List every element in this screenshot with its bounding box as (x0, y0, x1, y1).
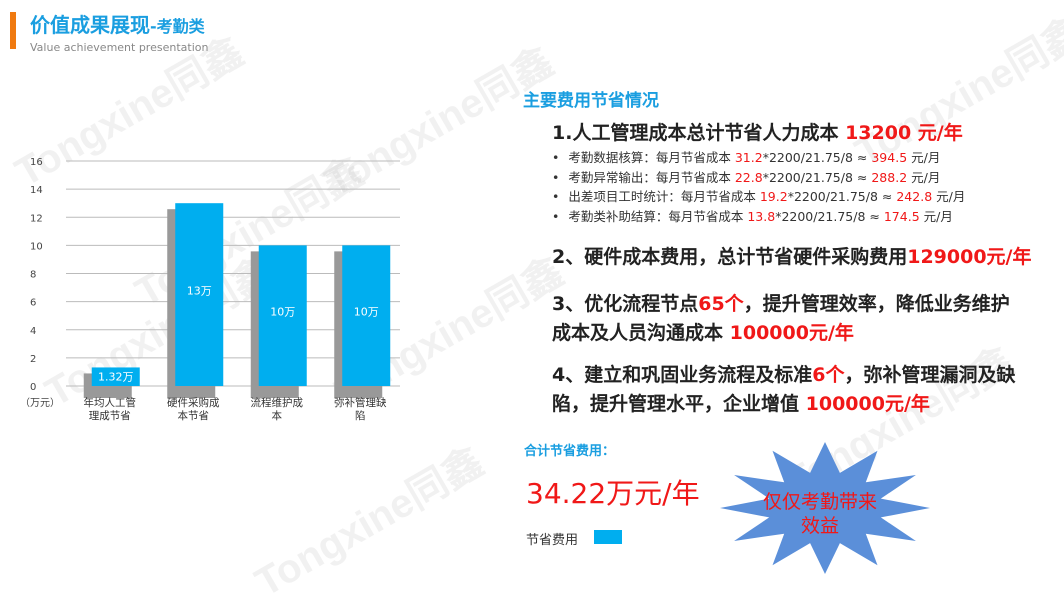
total-label: 合计节省费用： (524, 444, 616, 459)
bar (342, 245, 391, 386)
bullet-label: 考勤数据核算：每月节省成本 (568, 150, 735, 165)
x-tick-label: 弥补管理缺 (334, 396, 387, 409)
x-tick-label: 理成节省 (89, 409, 131, 422)
starburst-shape (720, 442, 930, 574)
y-tick-label: 12 (30, 213, 43, 224)
section-title: 主要费用节省情况 (523, 91, 659, 111)
data-label: 1.32万 (98, 370, 134, 383)
data-label: 10万 (270, 306, 295, 319)
watermark: Tongxine同鑫 (248, 439, 491, 606)
item-4: 4、建立和巩固业务流程及标准6个，弥补管理漏洞及缺陷，提升管理水平，企业增值 1… (552, 361, 1032, 419)
item-2-text: 2、硬件成本费用，总计节省硬件采购费用 (552, 246, 908, 268)
x-tick-label: 陷 (355, 409, 366, 422)
bar-chart: 0246810121416（万元）1.32万年均人工管理成节省13万硬件采购成本… (20, 157, 400, 422)
y-tick-label: 8 (30, 270, 36, 281)
legend-label: 节省费用 (526, 533, 579, 548)
x-tick-label: 硬件采购成 (167, 396, 220, 409)
item-4-text-a: 4、建立和巩固业务流程及标准 (552, 364, 813, 386)
bar (258, 245, 307, 386)
bullet-item: 考勤数据核算：每月节省成本 31.2*2200/21.75/8 ≈ 394.5 … (552, 147, 965, 167)
bullet-formula: *2200/21.75/8 ≈ (787, 189, 897, 204)
y-tick-label: 6 (30, 298, 36, 309)
bar (175, 203, 224, 386)
x-tick-label: 年均人工管 (84, 396, 137, 409)
bullet-formula: *2200/21.75/8 ≈ (762, 169, 872, 185)
x-tick-label: 流程维护成 (251, 396, 304, 409)
bullet-formula: *2200/21.75/8 ≈ (762, 150, 872, 165)
x-tick-label: 本节省 (178, 409, 210, 422)
item-3: 3、优化流程节点65个，提升管理效率，降低业务维护成本及人员沟通成本 10000… (552, 290, 1022, 348)
bullet-list: 考勤数据核算：每月节省成本 31.2*2200/21.75/8 ≈ 394.5 … (552, 147, 965, 225)
item-2: 2、硬件成本费用，总计节省硬件采购费用129000元/年 (552, 243, 1064, 272)
total-value: 34.22万元/年 (526, 477, 700, 510)
bullet-item: 考勤异常输出：每月节省成本 22.8*2200/21.75/8 ≈ 288.2 … (552, 167, 965, 187)
bullet-b: 394.5 (871, 150, 908, 165)
bullet-a: 13.8 (747, 208, 776, 224)
title-suffix: -考勤类 (150, 17, 205, 36)
x-tick-label: 本 (272, 409, 283, 422)
starburst-text: 仅仅考勤带来效益 (762, 491, 877, 537)
bullet-a: 22.8 (734, 169, 763, 185)
item-3-amount: 100000元/年 (729, 322, 854, 344)
bullet-formula: *2200/21.75/8 ≈ (775, 208, 884, 224)
bullet-unit: 元/月 (907, 150, 941, 165)
item-2-amount: 129000元/年 (907, 246, 1032, 268)
item-4-text-b: ，弥补管理漏洞及缺陷，提升管理水平，企业增值 (552, 364, 1016, 415)
y-tick-label: 14 (30, 185, 43, 196)
y-tick-label: 16 (30, 157, 43, 168)
bar (91, 367, 140, 386)
item-3-num: 65个 (698, 293, 744, 315)
bullet-label: 考勤异常输出：每月节省成本 (568, 169, 735, 185)
item-1-text: 1.人工管理成本总计节省人力成本 (552, 122, 846, 144)
y-tick-label: 10 (30, 241, 43, 252)
data-label: 13万 (187, 285, 212, 298)
bullet-item: 出差项目工时统计：每月节省成本 19.2*2200/21.75/8 ≈ 242.… (552, 186, 965, 206)
bullet-item: 考勤类补助结算：每月节省成本 13.8*2200/21.75/8 ≈ 174.5… (552, 206, 965, 226)
bullet-b: 242.8 (896, 189, 933, 204)
item-3-text-b: ，提升管理效率，降低业务维护成本及人员沟通成本 (552, 293, 1010, 344)
page-title: 价值成果展现-考勤类 (30, 9, 205, 38)
item-4-num: 6个 (812, 364, 845, 386)
item-1: 1.人工管理成本总计节省人力成本 13200 元/年 (552, 119, 963, 148)
y-tick-label: 2 (30, 354, 36, 365)
y-tick-label: 0 (30, 382, 36, 393)
y-tick-label: 4 (30, 326, 36, 337)
title-accent-bar (10, 12, 16, 49)
bullet-unit: 元/月 (907, 169, 941, 185)
starburst-polygon (720, 442, 930, 574)
page-subtitle: Value achievement presentation (30, 41, 209, 54)
bullet-unit: 元/月 (919, 208, 953, 224)
y-axis-unit: （万元） (20, 397, 60, 409)
item-4-amount: 100000元/年 (805, 393, 930, 415)
bullet-a: 31.2 (734, 150, 763, 165)
data-label: 10万 (354, 306, 379, 319)
item-3-text-a: 3、优化流程节点 (552, 293, 699, 315)
bullet-b: 288.2 (871, 169, 908, 185)
bullet-label: 考勤类补助结算：每月节省成本 (568, 208, 748, 224)
item-1-amount: 13200 元/年 (845, 122, 963, 144)
bullet-label: 出差项目工时统计：每月节省成本 (568, 189, 760, 204)
bullet-unit: 元/月 (932, 189, 966, 204)
legend-swatch (594, 530, 622, 544)
bullet-a: 19.2 (759, 189, 788, 204)
bullet-b: 174.5 (883, 208, 920, 224)
title-main: 价值成果展现 (30, 13, 150, 37)
